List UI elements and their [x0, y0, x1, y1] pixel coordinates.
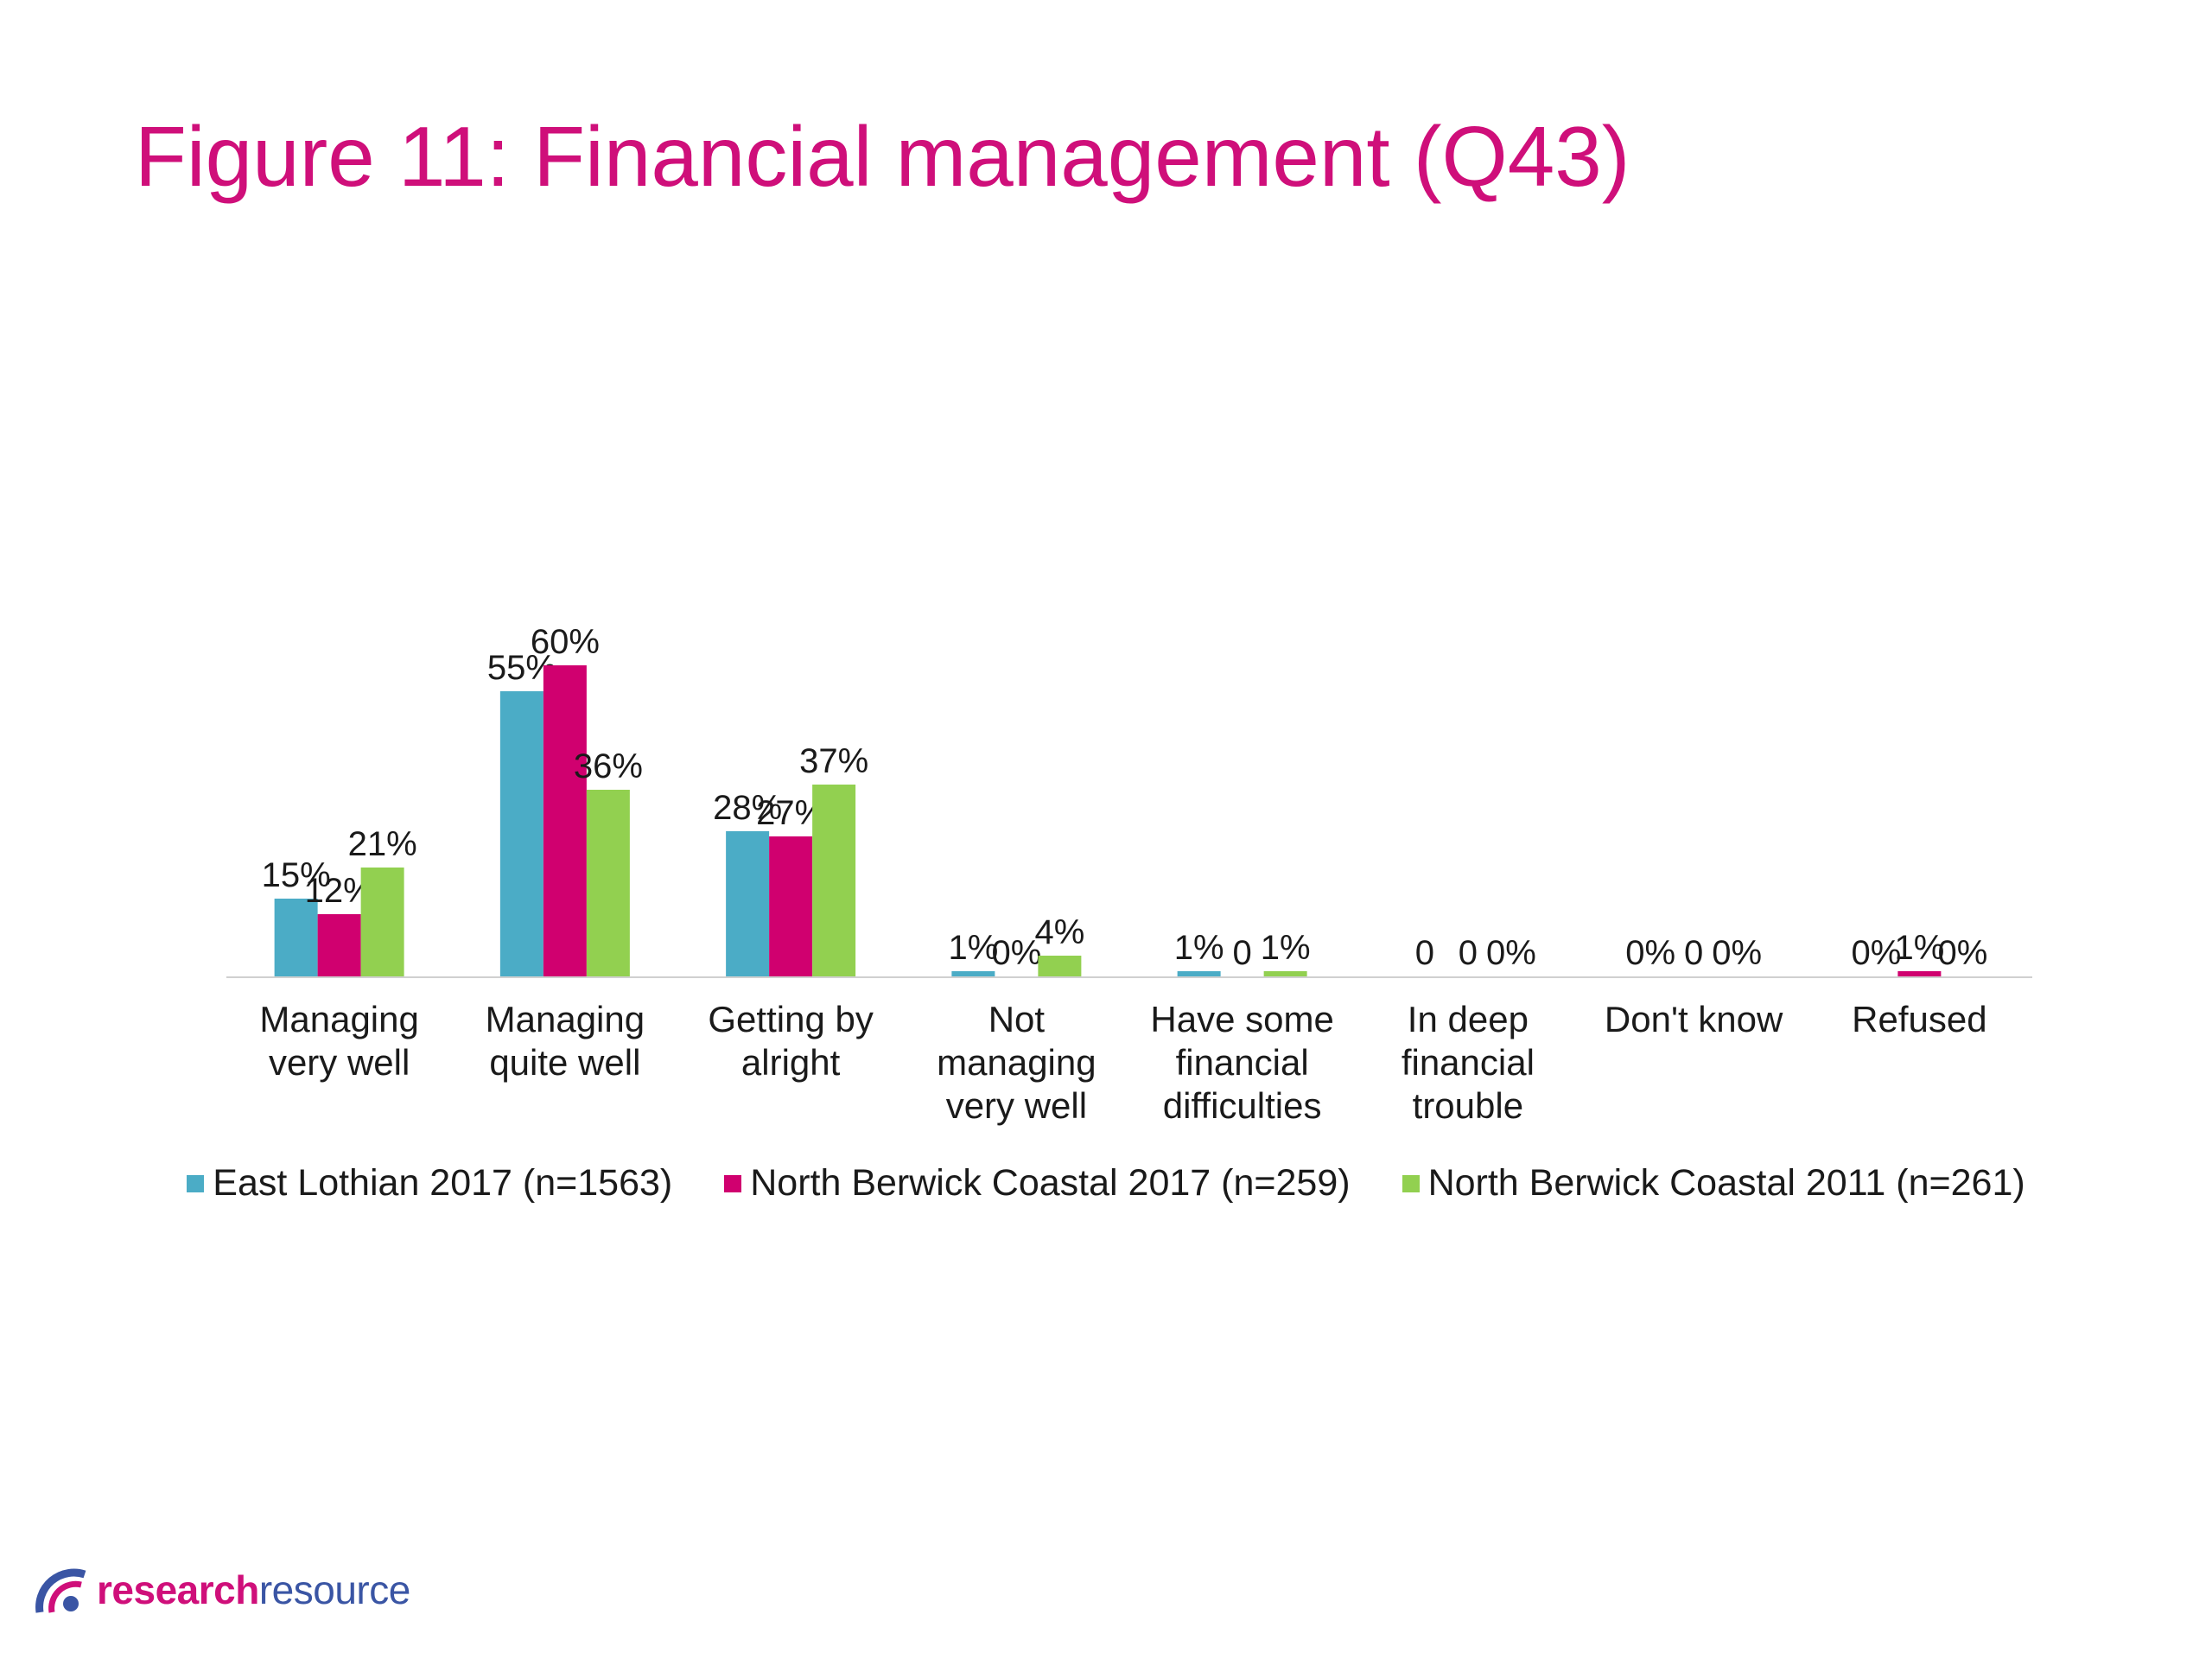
category-label-line: financial: [1402, 1042, 1535, 1083]
category-label-line: In deep: [1408, 999, 1529, 1039]
logo-text: researchresource: [97, 1567, 410, 1613]
data-label-1-1: 15%: [262, 856, 331, 894]
category-label-line: quite well: [489, 1042, 640, 1083]
data-label-2-2: 60%: [531, 623, 600, 661]
data-label-3-3: 37%: [799, 742, 868, 780]
data-label-3-6: 0%: [1486, 934, 1536, 972]
category-label-line: Managing: [259, 999, 418, 1039]
bar-1-1: [274, 899, 318, 976]
bar-2-3: [769, 836, 813, 976]
logo-word-research: research: [97, 1567, 259, 1612]
bar-3-5: [1263, 971, 1307, 976]
bar-3-1: [360, 868, 404, 976]
research-resource-logo: researchresource: [35, 1564, 410, 1616]
bar-2-1: [317, 914, 361, 976]
data-label-1-5: 1%: [1174, 929, 1224, 967]
category-label-2: Managing quite well: [486, 999, 645, 1083]
bar-3-2: [586, 790, 630, 976]
logo-mark-icon: [35, 1568, 86, 1613]
bar-2-2: [543, 665, 587, 976]
legend-swatch: [187, 1174, 205, 1192]
category-label-line: Not: [988, 999, 1046, 1039]
data-label-2-6: 0: [1459, 934, 1478, 972]
chart-legend: East Lothian 2017 (n=1563) North Berwick …: [0, 1162, 2212, 1205]
category-label-line: very well: [946, 1085, 1087, 1126]
category-label-line: Don't know: [1605, 999, 1783, 1039]
data-label-1-7: 0%: [1625, 934, 1675, 972]
data-label-3-8: 0%: [1937, 934, 1987, 972]
legend-swatch: [1402, 1174, 1420, 1192]
data-label-2-7: 0: [1684, 934, 1703, 972]
data-label-1-3: 28%: [713, 789, 782, 827]
data-label-3-7: 0%: [1712, 934, 1762, 972]
category-label-5: Have some financial difficulties: [1150, 999, 1333, 1126]
bar-1-2: [499, 691, 543, 976]
category-label-4: Not managing very well: [937, 999, 1096, 1126]
category-label-line: difficulties: [1163, 1085, 1322, 1126]
data-label-3-2: 36%: [574, 747, 643, 785]
category-label-8: Refused: [1852, 999, 1986, 1039]
category-label-line: Refused: [1852, 999, 1986, 1039]
legend-item-1: East Lothian 2017 (n=1563): [187, 1162, 672, 1205]
legend-label: North Berwick Coastal 2017 (n=259): [750, 1162, 1351, 1204]
data-label-1-4: 1%: [948, 929, 998, 967]
category-label-line: trouble: [1413, 1085, 1523, 1126]
data-label-2-4: 0%: [991, 934, 1041, 972]
bar-3-4: [1038, 956, 1082, 976]
legend-swatch: [724, 1174, 742, 1192]
category-label-line: Getting by: [708, 999, 873, 1039]
bar-1-4: [951, 971, 995, 976]
category-label-3: Getting by alright: [708, 999, 873, 1083]
bar-2-8: [1897, 971, 1942, 976]
chart-title: Figure 11: Financial management (Q43): [135, 109, 1630, 204]
category-label-line: Have some: [1150, 999, 1333, 1039]
legend-item-2: North Berwick Coastal 2017 (n=259): [724, 1162, 1351, 1205]
category-label-line: alright: [741, 1042, 841, 1083]
category-label-line: managing: [937, 1042, 1096, 1083]
data-label-1-6: 0: [1415, 934, 1434, 972]
bar-1-3: [726, 831, 770, 976]
data-label-1-8: 0%: [1851, 934, 1901, 972]
category-label-7: Don't know: [1605, 999, 1783, 1039]
logo-word-resource: resource: [258, 1567, 410, 1612]
legend-label: East Lothian 2017 (n=1563): [213, 1162, 673, 1204]
category-label-6: In deep financial trouble: [1402, 999, 1535, 1126]
data-label-3-4: 4%: [1034, 913, 1084, 951]
category-label-1: Managing very well: [259, 999, 418, 1083]
category-label-line: Managing: [486, 999, 645, 1039]
data-label-2-5: 0: [1233, 934, 1252, 972]
data-label-3-5: 1%: [1261, 929, 1311, 967]
category-label-line: very well: [269, 1042, 410, 1083]
legend-label: North Berwick Coastal 2011 (n=261): [1427, 1162, 2025, 1204]
data-label-2-8: 1%: [1894, 929, 1944, 967]
bar-3-3: [812, 785, 856, 976]
bar-1-5: [1177, 971, 1221, 976]
data-label-3-1: 21%: [348, 825, 417, 863]
legend-item-3: North Berwick Coastal 2011 (n=261): [1402, 1162, 2025, 1205]
category-label-line: financial: [1176, 1042, 1309, 1083]
